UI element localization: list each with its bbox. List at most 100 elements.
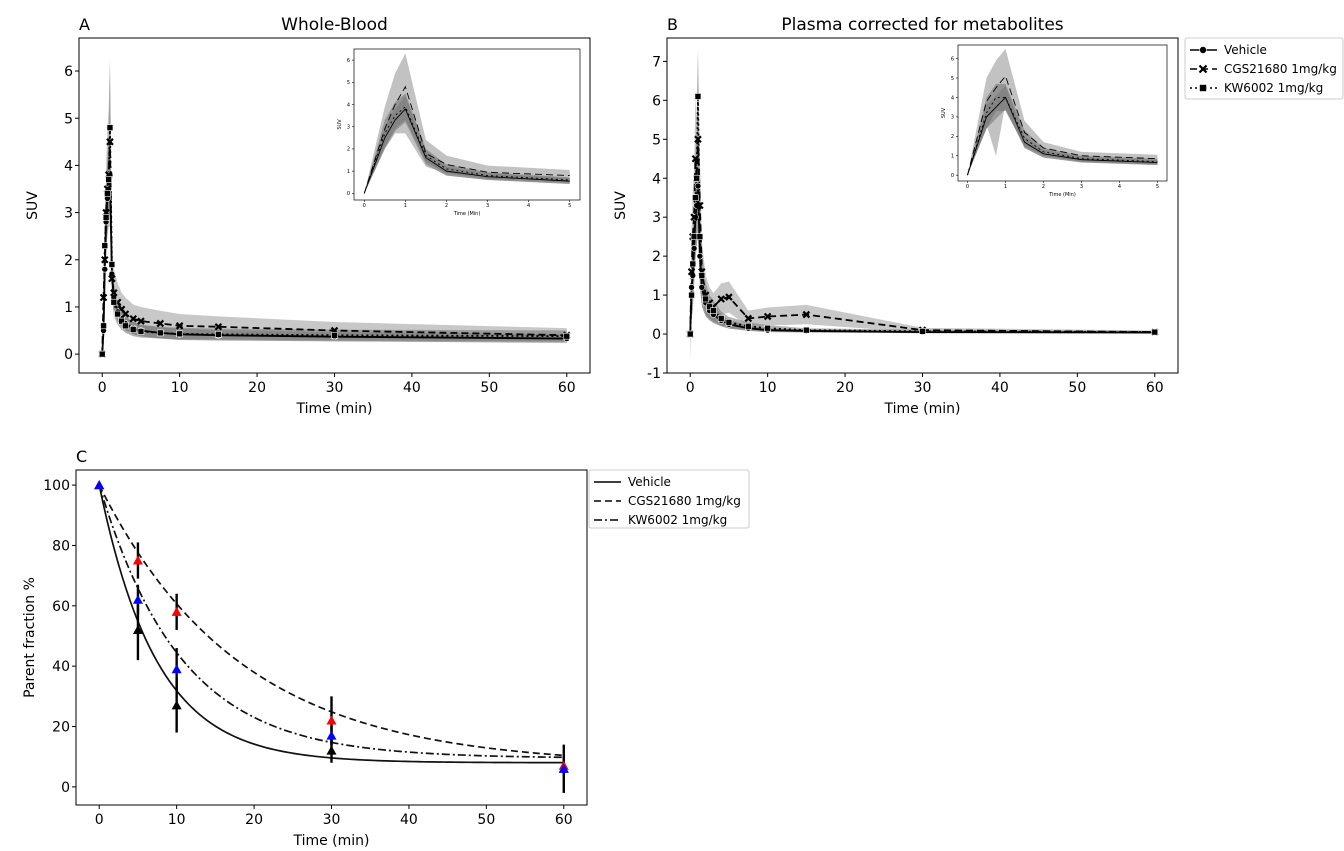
x-tick-label: 20	[836, 380, 854, 396]
confidence-band	[364, 93, 570, 194]
data-point	[129, 314, 137, 323]
legend-label: Vehicle	[1224, 43, 1267, 57]
confidence-band	[102, 56, 567, 355]
data-point	[803, 326, 810, 334]
x-tick-label: 10	[168, 812, 186, 828]
legend-label: CGS21680 1mg/kg	[628, 494, 741, 508]
y-tick-label: 4	[951, 95, 954, 101]
data-point	[691, 154, 700, 163]
x-tick-label: 3	[1080, 184, 1083, 190]
y-tick-label: 1	[951, 154, 954, 160]
y-tick-label: 3	[64, 206, 73, 222]
panel-letter: A	[79, 15, 90, 34]
x-tick-label: 50	[480, 380, 498, 396]
legend-label: KW6002 1mg/kg	[628, 513, 727, 527]
y-tick-label: 4	[652, 171, 661, 187]
data-point	[101, 265, 109, 273]
x-axis-label: Time (Min)	[1048, 192, 1076, 198]
data-point	[696, 201, 704, 210]
data-point	[763, 312, 772, 321]
y-axis-label: SUV	[337, 119, 343, 130]
data-point	[710, 307, 717, 314]
y-tick-label: 1	[347, 169, 350, 175]
data-point	[110, 289, 118, 297]
data-point	[706, 303, 713, 311]
data-point	[106, 138, 114, 146]
data-point	[132, 555, 143, 565]
x-tick-label: 1	[1004, 184, 1007, 190]
data-point	[214, 322, 223, 331]
x-tick-label: 60	[1146, 380, 1164, 396]
data-point	[690, 233, 698, 240]
data-point	[1199, 84, 1207, 92]
data-point	[137, 317, 145, 325]
data-point	[171, 700, 182, 710]
y-tick-label: 6	[951, 56, 954, 62]
data-point	[100, 322, 107, 330]
data-point	[171, 664, 182, 674]
y-tick-label: 5	[347, 80, 350, 86]
series-line	[363, 105, 570, 194]
x-axis-label: Time (min)	[292, 833, 369, 849]
data-point	[106, 124, 114, 131]
y-tick-label: 4	[64, 158, 73, 174]
confidence-band	[967, 48, 1158, 176]
data-point	[694, 135, 702, 144]
data-point	[156, 319, 165, 328]
x-tick-label: 30	[326, 380, 344, 396]
panel-letter: C	[76, 447, 87, 466]
y-axis-label: SUV	[613, 191, 629, 220]
data-point	[692, 194, 699, 202]
data-point	[110, 298, 118, 306]
data-point	[725, 319, 733, 326]
legend-label: Vehicle	[628, 475, 671, 489]
y-tick-label: 0	[61, 780, 70, 796]
y-tick-label: 0	[652, 327, 661, 343]
x-tick-label: 40	[991, 380, 1009, 396]
data-point	[108, 261, 116, 268]
x-tick-label: 30	[323, 812, 341, 828]
data-point	[326, 715, 337, 725]
y-tick-label: 2	[652, 249, 661, 265]
data-point	[698, 284, 706, 291]
x-tick-label: 20	[245, 812, 263, 828]
x-tick-label: 2	[1042, 184, 1045, 190]
data-point	[122, 322, 129, 330]
legend-label: CGS21680 1mg/kg	[1224, 62, 1337, 76]
series-line	[967, 75, 1158, 176]
y-tick-label: 40	[52, 659, 70, 675]
y-tick-label: 3	[951, 115, 954, 121]
x-tick-label: 5	[568, 203, 571, 209]
confidence-band	[690, 53, 1155, 362]
data-point	[702, 295, 710, 303]
y-tick-label: 7	[652, 54, 661, 70]
y-tick-label: 5	[652, 132, 661, 148]
data-point	[114, 310, 122, 318]
data-point	[1199, 46, 1207, 54]
x-tick-label: 20	[248, 380, 266, 396]
y-tick-label: 2	[347, 147, 350, 153]
data-point	[326, 730, 337, 740]
y-tick-label: 6	[64, 64, 73, 80]
x-tick-label: 10	[171, 380, 189, 396]
x-tick-label: 4	[527, 203, 530, 209]
x-tick-label: 0	[363, 203, 366, 209]
data-point	[686, 330, 694, 338]
y-tick-label: -1	[647, 366, 661, 382]
x-tick-label: 3	[486, 203, 489, 209]
data-point	[1151, 328, 1159, 336]
data-point	[175, 322, 184, 330]
data-point	[132, 594, 143, 604]
data-point	[108, 270, 116, 278]
x-axis-label: Time (min)	[295, 401, 372, 417]
series-line	[967, 97, 1158, 176]
data-point	[105, 176, 112, 183]
data-point	[744, 322, 752, 330]
series-line	[363, 108, 570, 194]
legend-box	[588, 469, 750, 529]
y-tick-label: 1	[64, 300, 73, 316]
data-point	[690, 245, 698, 252]
data-point	[694, 93, 702, 100]
series-line	[363, 85, 570, 194]
y-axis-label: SUV	[941, 107, 947, 118]
